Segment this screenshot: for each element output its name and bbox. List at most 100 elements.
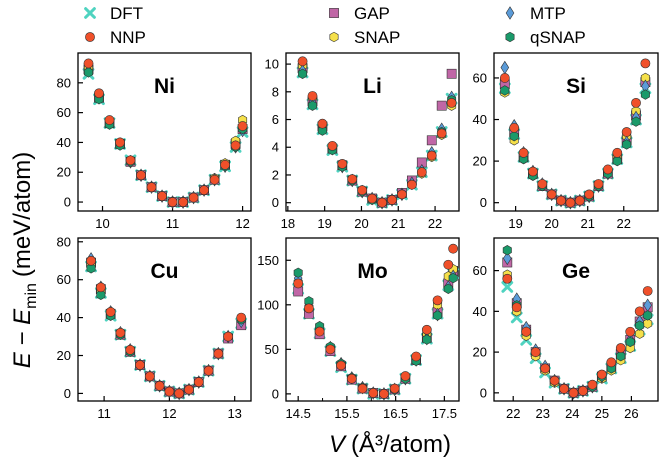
point-li-gap	[436, 100, 447, 111]
point-ni-nnp	[146, 182, 157, 193]
point-si-nnp	[565, 197, 576, 208]
x-tick-label-si: 22	[617, 216, 631, 231]
x-tick-label-ge: 24	[565, 406, 579, 421]
x-tick-label-ge: 25	[595, 406, 609, 421]
point-cu-nnp	[193, 377, 204, 387]
point-cu-nnp	[115, 327, 126, 338]
point-ge-qsnap	[616, 351, 626, 362]
point-ni-nnp	[104, 115, 115, 125]
point-mo-nnp	[379, 388, 389, 399]
legend-entry-qsnap: qSNAP	[505, 28, 586, 47]
x-tick-label-mo: 14.5	[286, 406, 311, 421]
legend-entry-nnp: NNP	[85, 28, 146, 47]
series-si-qsnap	[500, 85, 650, 208]
point-ge-nnp	[642, 286, 653, 296]
panel-ge: 22 23 24 25 26 0 20 40 60 Ge	[473, 237, 659, 421]
y-tick-label-mo: 50	[265, 342, 279, 357]
legend: DFT NNP GAP SNAP MTP qSNAP	[84, 4, 586, 47]
y-tick-label-mo: 0	[272, 386, 279, 401]
y-tick-label-cu: 40	[57, 310, 71, 325]
point-ge-nnp	[511, 302, 522, 313]
point-ni-nnp	[209, 174, 220, 185]
point-ge-qsnap	[502, 245, 512, 256]
point-ni-nnp	[237, 121, 248, 131]
point-mo-nnp	[400, 371, 411, 381]
point-ge-nnp	[596, 369, 607, 380]
point-cu-nnp	[105, 307, 116, 317]
point-si-nnp	[574, 195, 585, 206]
point-mo-nnp	[421, 324, 432, 335]
point-mo-nnp	[314, 326, 325, 337]
point-ge-nnp	[615, 343, 626, 353]
x-tick-label-ni: 10	[95, 216, 109, 231]
legend-marker-dft	[84, 7, 96, 19]
y-tick-label-mo: 150	[257, 253, 279, 268]
point-cu-nnp	[203, 365, 214, 376]
y-tick-label-li: 8	[272, 84, 279, 99]
legend-label-dft: DFT	[110, 4, 143, 23]
point-li-nnp	[347, 174, 358, 185]
y-tick-label-li: 6	[272, 112, 279, 127]
y-axis-label: E − Emin (meV/atom)	[9, 152, 40, 369]
point-ni-nnp	[178, 197, 188, 207]
point-ni-nnp	[125, 155, 136, 166]
point-mo-nnp	[443, 259, 454, 270]
point-ni-nnp	[167, 197, 178, 207]
legend-entry-mtp: MTP	[505, 4, 566, 23]
point-li-nnp	[357, 185, 368, 196]
x-axis-label-unit: (Å³/atom)	[351, 430, 451, 458]
y-tick-label-li: 2	[272, 167, 279, 182]
panel-title-cu: Cu	[151, 260, 179, 283]
point-si-nnp	[528, 166, 538, 177]
point-ni-qsnap	[84, 67, 93, 78]
point-cu-nnp	[125, 344, 136, 355]
point-ni-nnp	[83, 58, 94, 69]
point-mo-nnp	[325, 344, 336, 355]
point-cu-nnp	[135, 360, 145, 370]
y-tick-label-si: 0	[480, 195, 487, 210]
point-si-mtp	[500, 60, 510, 75]
y-tick-label-cu: 80	[57, 234, 71, 249]
x-tick-label-li: 18	[281, 216, 295, 231]
point-li-nnp	[436, 128, 447, 139]
point-li-nnp	[377, 197, 387, 208]
x-tick-label-ge: 26	[624, 406, 638, 421]
point-ge-nnp	[530, 347, 541, 357]
point-li-qsnap	[308, 100, 317, 111]
point-mo-qsnap	[422, 334, 432, 345]
legend-marker-gap	[329, 8, 339, 18]
legend-marker-mtp	[505, 6, 515, 20]
x-axis-label-prefix: V	[329, 431, 347, 458]
point-mo-qsnap	[448, 272, 458, 284]
point-li-nnp	[387, 195, 397, 205]
legend-entry-dft: DFT	[84, 4, 143, 23]
point-li-nnp	[317, 118, 328, 129]
series-cu-nnp	[86, 255, 247, 399]
point-ge-nnp	[606, 357, 617, 368]
panel-title-ni: Ni	[154, 75, 175, 98]
point-si-nnp	[640, 58, 651, 69]
point-ni-nnp	[230, 140, 241, 151]
point-si-nnp	[612, 147, 623, 158]
point-si-nnp	[584, 189, 595, 200]
y-tick-label-li: 0	[272, 195, 279, 210]
x-tick-label-si: 20	[544, 216, 558, 231]
y-tick-label-cu: 0	[64, 386, 71, 401]
point-li-nnp	[307, 91, 318, 101]
point-li-nnp	[406, 179, 417, 190]
series-cu-qsnap	[86, 263, 246, 399]
series-si-nnp	[499, 58, 651, 208]
point-mo-nnp	[432, 295, 443, 306]
point-li-nnp	[426, 150, 437, 161]
series-mo-nnp	[293, 243, 459, 399]
point-ni-nnp	[136, 170, 146, 181]
legend-entry-gap: GAP	[329, 4, 390, 23]
y-tick-label-ni: 20	[57, 165, 71, 180]
legend-label-snap: SNAP	[354, 28, 400, 47]
point-mo-qsnap	[293, 267, 303, 278]
point-si-nnp	[631, 97, 641, 108]
point-ni-nnp	[115, 137, 125, 148]
x-tick-label-mo: 17.5	[432, 406, 457, 421]
point-cu-nnp	[174, 388, 185, 399]
